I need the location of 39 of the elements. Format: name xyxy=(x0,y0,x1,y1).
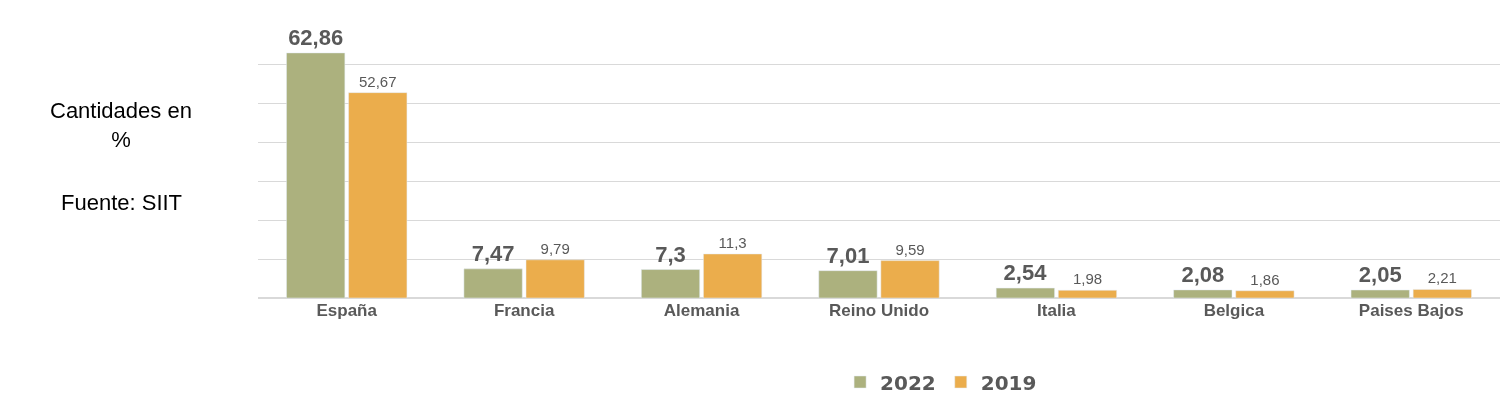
data-label: 1,98 xyxy=(1072,270,1103,288)
bar xyxy=(1058,290,1117,298)
data-label: 11,3 xyxy=(718,233,747,251)
x-tick-label: España xyxy=(316,301,378,320)
data-label: 2,08 xyxy=(1181,261,1225,287)
data-label: 9,59 xyxy=(895,240,925,258)
data-label: 2,05 xyxy=(1358,262,1402,288)
x-tick-label: Italia xyxy=(1037,301,1077,320)
x-tick-label: Reino Unido xyxy=(828,301,930,320)
bar xyxy=(703,253,763,298)
bar xyxy=(1350,289,1410,298)
data-label: 2,21 xyxy=(1427,269,1457,287)
legend-label: 2019 xyxy=(980,370,1037,395)
bar xyxy=(525,259,585,298)
bar xyxy=(286,52,346,298)
data-label: 7,3 xyxy=(655,241,686,267)
x-tick-label: Belgica xyxy=(1203,301,1265,320)
data-label: 1,86 xyxy=(1250,270,1280,288)
bar xyxy=(463,268,523,298)
source-note: Fuente: SIIT xyxy=(61,190,183,215)
legend-label: 2022 xyxy=(880,370,936,395)
data-label: 52,67 xyxy=(358,72,397,90)
data-label: 7,47 xyxy=(471,240,515,266)
bar xyxy=(1412,289,1472,298)
bar xyxy=(348,92,408,298)
data-label: 2,54 xyxy=(1003,260,1048,286)
data-label: 9,79 xyxy=(540,239,570,257)
x-tick-label: Francia xyxy=(493,301,555,320)
data-label: 62,86 xyxy=(288,24,344,50)
x-tick-label: Alemania xyxy=(663,301,740,320)
text: Cantidades en % xyxy=(50,98,192,152)
bar xyxy=(995,287,1055,298)
bar xyxy=(880,260,940,298)
bar xyxy=(818,270,878,298)
bar xyxy=(1173,289,1233,298)
bar xyxy=(1235,290,1295,298)
x-tick-label: Paises Bajos xyxy=(1358,301,1464,320)
data-label: 7,01 xyxy=(826,242,870,268)
bar xyxy=(641,269,700,298)
